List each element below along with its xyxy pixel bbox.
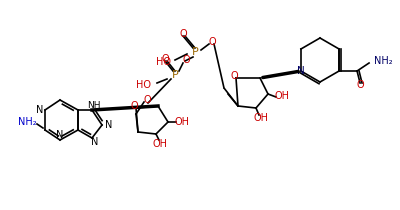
Text: P: P — [192, 47, 198, 57]
Text: OH: OH — [174, 117, 190, 127]
Text: O: O — [182, 55, 190, 65]
Text: O: O — [143, 95, 151, 105]
Text: NH₂: NH₂ — [18, 117, 36, 127]
Text: P: P — [172, 70, 178, 80]
Text: O: O — [179, 29, 187, 39]
Text: OH: OH — [274, 91, 290, 101]
Text: O: O — [208, 37, 216, 47]
Text: NH₂: NH₂ — [374, 56, 393, 66]
Text: O: O — [356, 80, 364, 90]
Text: OH: OH — [254, 113, 268, 123]
Text: O: O — [230, 71, 238, 81]
Text: OH: OH — [152, 139, 168, 149]
Text: N: N — [105, 120, 113, 130]
Text: NH: NH — [87, 101, 101, 109]
Text: N: N — [36, 105, 44, 115]
Text: N: N — [91, 137, 99, 147]
Text: N: N — [297, 66, 305, 76]
Text: HO: HO — [156, 57, 171, 67]
Text: O: O — [130, 101, 138, 111]
Text: O: O — [161, 54, 169, 64]
Text: N: N — [56, 130, 64, 140]
Text: HO: HO — [136, 80, 151, 90]
